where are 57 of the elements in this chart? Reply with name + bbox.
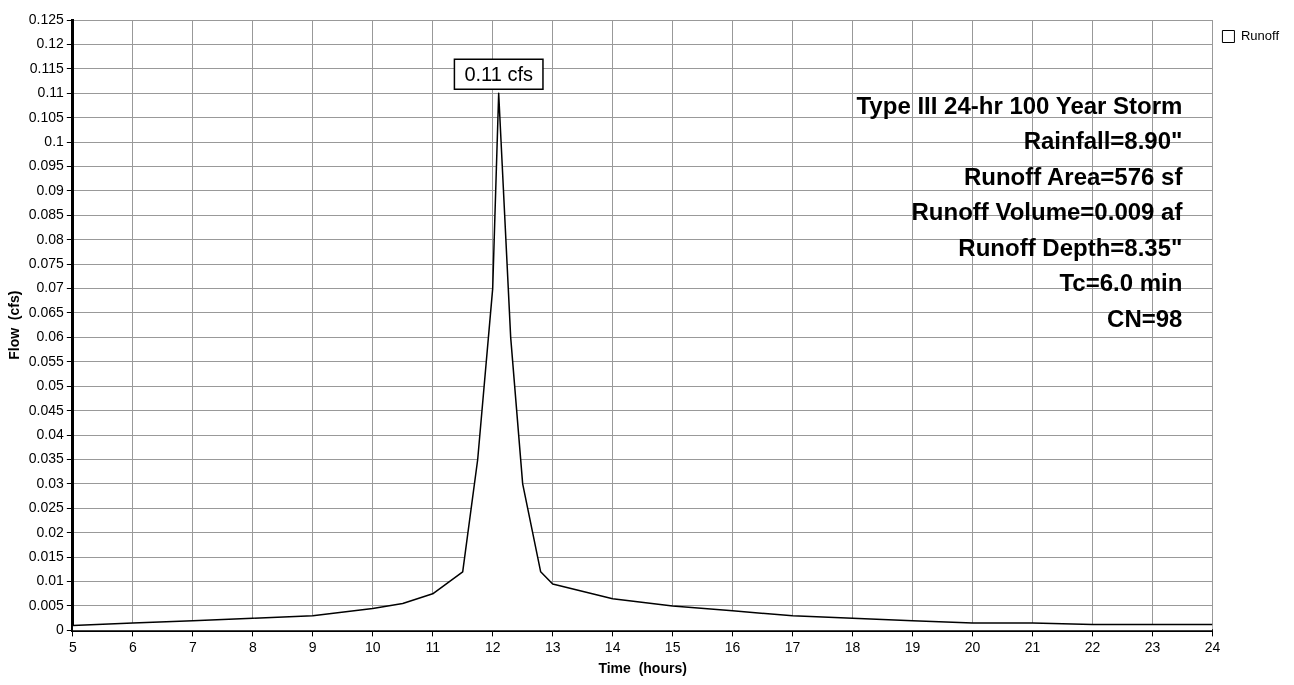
x-axis-title: Time (hours) — [598, 660, 687, 677]
y-tick-label: 0.11 — [37, 84, 65, 101]
y-tick-label: 0.1 — [44, 132, 65, 149]
y-tick-label: 0.095 — [28, 157, 65, 174]
y-tick-label: 0.125 — [28, 10, 65, 27]
x-tick-label: 24 — [1204, 638, 1221, 655]
y-tick-label: 0 — [56, 621, 65, 638]
annotation: 0.11 cfs — [464, 62, 533, 85]
annotation: Tc=6.0 min — [1059, 269, 1183, 297]
x-tick-label: 14 — [604, 638, 621, 655]
x-tick-label: 17 — [784, 638, 801, 655]
x-tick-label: 13 — [544, 638, 561, 655]
y-tick-label: 0.065 — [28, 303, 65, 320]
x-tick-label: 21 — [1024, 638, 1041, 655]
y-tick-label: 0.08 — [36, 230, 65, 247]
x-tick-label: 16 — [724, 638, 741, 655]
annotation: Rainfall=8.90" — [1023, 127, 1183, 155]
x-tick-label: 22 — [1084, 638, 1101, 655]
annotation: Runoff Area=576 sf — [963, 162, 1184, 190]
annotation: Type III 24-hr 100 Year Storm — [856, 91, 1183, 119]
y-tick-label: 0.045 — [28, 401, 65, 418]
y-tick-label: 0.115 — [29, 59, 65, 76]
x-tick-label: 20 — [964, 638, 981, 655]
x-tick-label: 12 — [484, 638, 501, 655]
x-tick-label: 15 — [664, 638, 681, 655]
x-tick-label: 5 — [68, 638, 77, 655]
y-tick-label: 0.12 — [36, 35, 65, 52]
y-tick-label: 0.04 — [36, 425, 65, 442]
x-tick-label: 7 — [188, 638, 197, 655]
y-tick-label: 0.035 — [28, 450, 65, 467]
y-tick-label: 0.02 — [36, 523, 65, 540]
y-tick-label: 0.05 — [36, 377, 65, 394]
x-tick-label: 6 — [128, 638, 137, 655]
x-tick-label: 8 — [248, 638, 257, 655]
x-tick-label: 18 — [844, 638, 861, 655]
y-tick-label: 0.015 — [28, 548, 65, 565]
x-tick-label: 19 — [904, 638, 921, 655]
y-tick-label: 0.06 — [36, 328, 65, 345]
y-tick-label: 0.03 — [36, 474, 65, 491]
y-axis-title: Flow (cfs) — [6, 290, 23, 360]
legend-label: Runoff — [1240, 28, 1280, 44]
y-tick-label: 0.025 — [28, 499, 65, 516]
annotation: Runoff Volume=0.009 af — [911, 198, 1184, 226]
y-tick-label: 0.085 — [28, 206, 65, 223]
x-tick-label: 23 — [1144, 638, 1161, 655]
y-tick-label: 0.105 — [28, 108, 65, 125]
y-tick-label: 0.07 — [36, 279, 65, 296]
y-tick-label: 0.055 — [28, 352, 65, 369]
y-tick-label: 0.005 — [28, 596, 65, 613]
x-tick-label: 11 — [425, 638, 441, 655]
annotation: CN=98 — [1107, 304, 1183, 332]
x-tick-label: 10 — [364, 638, 381, 655]
annotation: Runoff Depth=8.35" — [958, 233, 1183, 261]
y-tick-label: 0.09 — [36, 181, 65, 198]
y-tick-label: 0.075 — [28, 255, 65, 272]
x-tick-label: 9 — [308, 638, 317, 655]
y-tick-label: 0.01 — [36, 572, 65, 589]
